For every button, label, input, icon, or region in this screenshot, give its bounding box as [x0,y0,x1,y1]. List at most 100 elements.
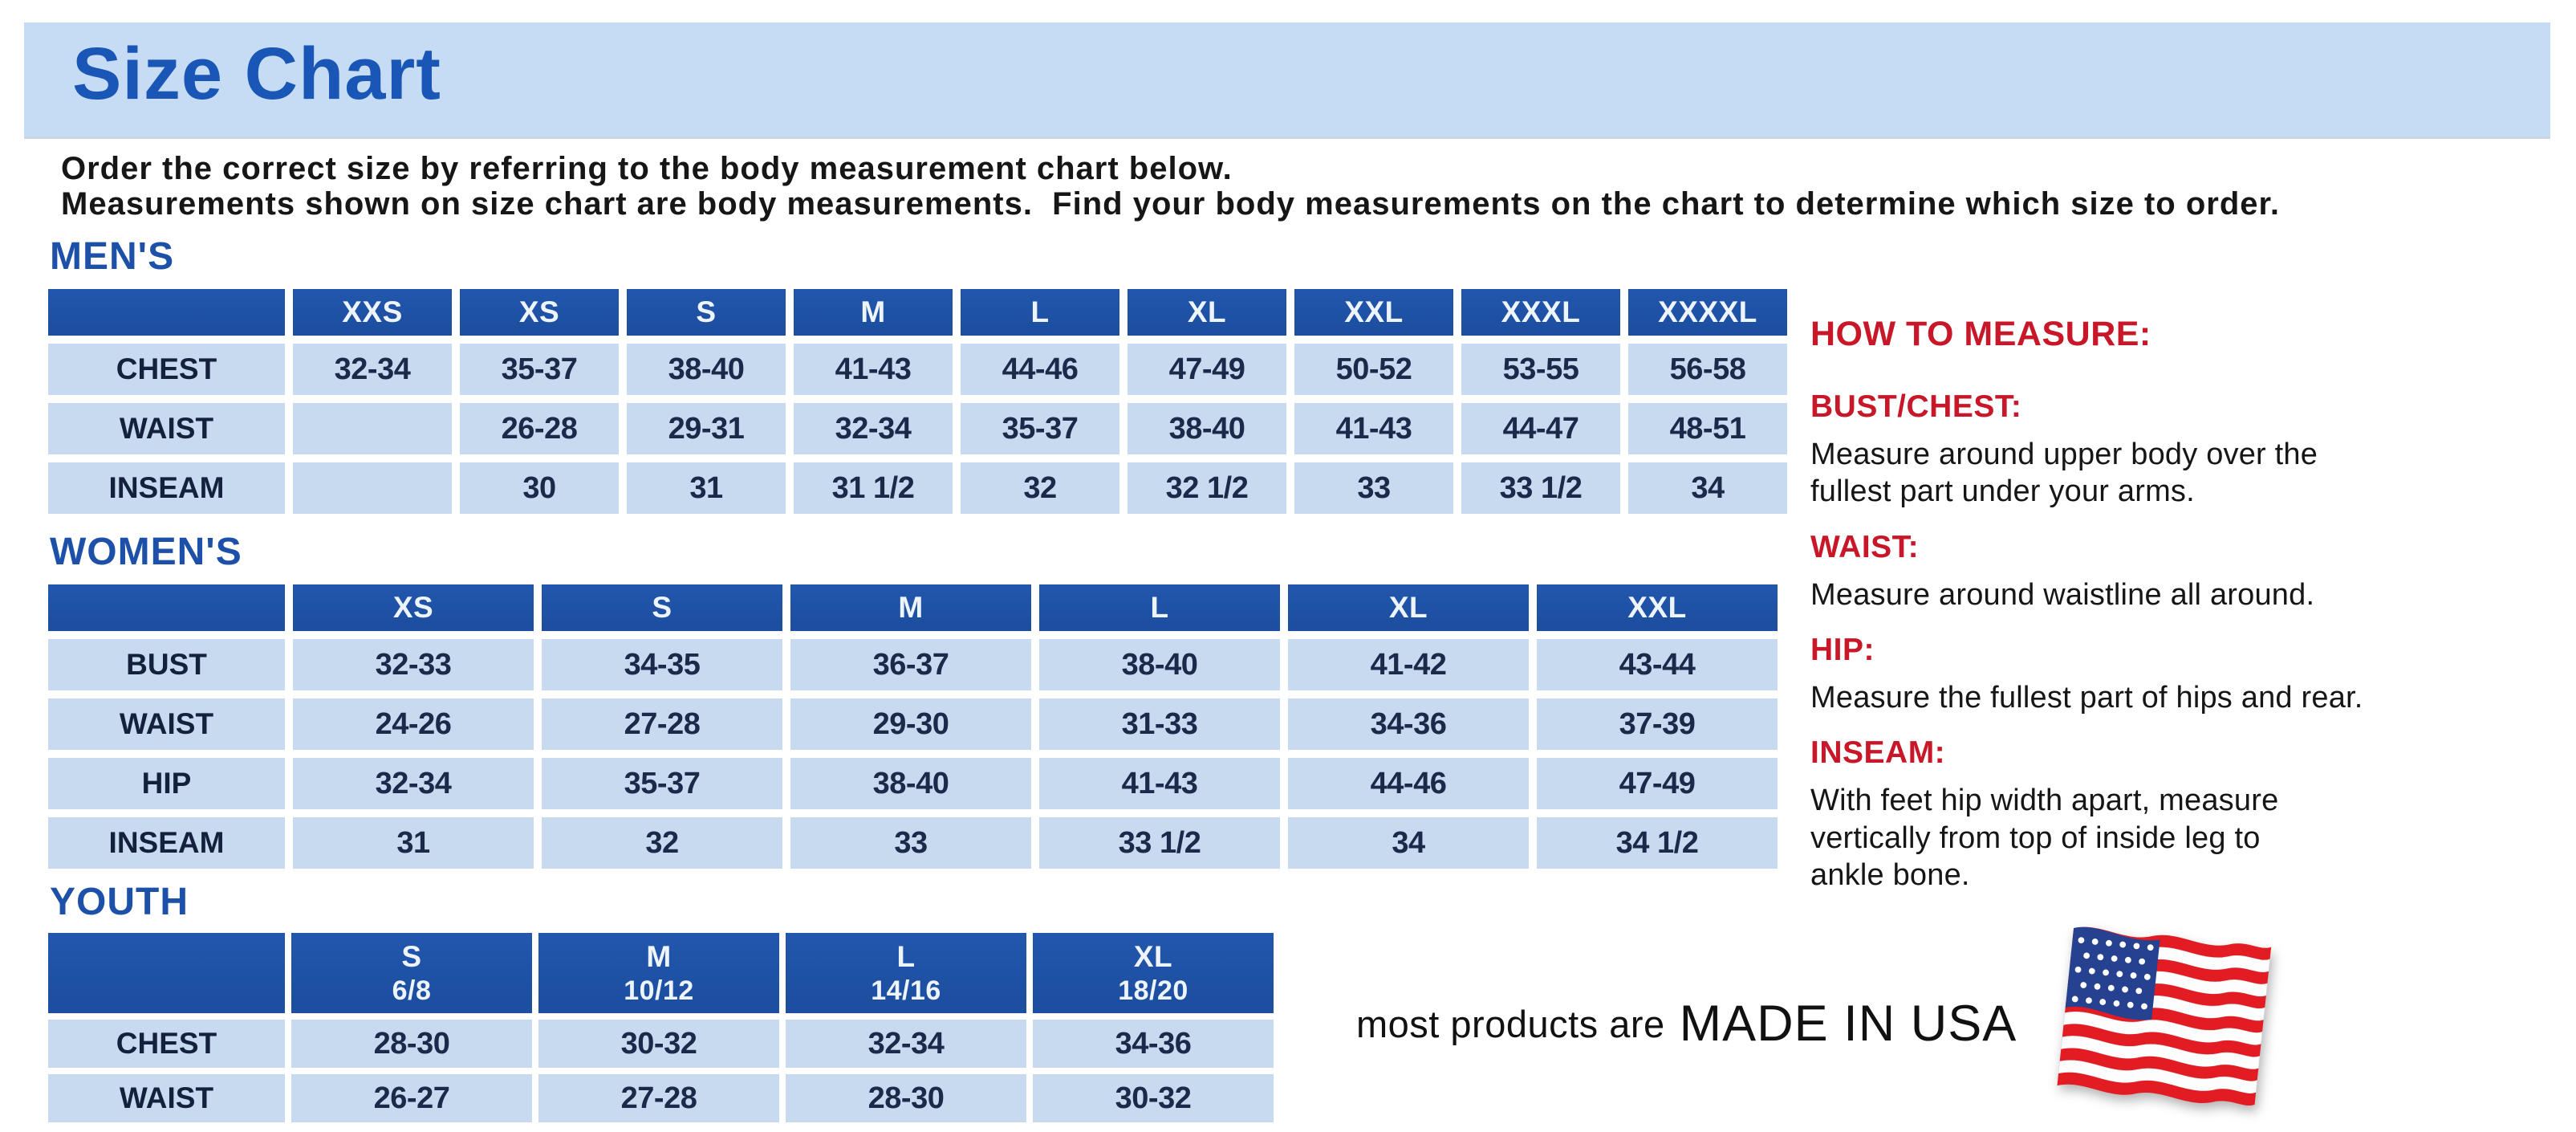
table-row-label: WAIST [48,698,285,750]
table-value-cell: 32-34 [786,1020,1026,1068]
table-value-cell: 41-42 [1288,639,1529,690]
youth-heading: YOUTH [50,881,189,923]
made-in-usa-footer: most products are MADE IN USA [1356,923,2286,1124]
size-sublabel: 10/12 [624,975,694,1006]
table-header-cell: S 6/8 [291,933,532,1013]
page-title: Size Chart [72,33,441,115]
table-header-cell: XL [1288,584,1529,631]
table-corner-cell [48,289,285,336]
table-header-cell: XXXL [1461,289,1620,336]
table-value-cell: 24-26 [293,698,534,750]
intro-line-1: Order the correct size by referring to t… [61,151,1233,186]
size-sublabel: 14/16 [871,975,941,1006]
table-value-cell: 56-58 [1628,344,1787,395]
table-header-cell: L 14/16 [786,933,1026,1013]
footer-prefix-text: most products are [1356,1002,1665,1045]
size-tables: MEN'S XXS XS S M L XL XXL XXXL XXXXL CHEST 32-34 35… [48,238,1787,1122]
table-value-cell: 50-52 [1294,344,1453,395]
mens-section: MEN'S XXS XS S M L XL XXL XXXL XXXXL CHEST 32-34 35… [48,238,1787,514]
table-header-cell: M [794,289,953,336]
table-header-cell: M [790,584,1031,631]
table-row-label: WAIST [48,1074,285,1122]
table-value-cell: 32 [542,817,782,869]
table-value-cell: 31 [627,462,786,514]
table-value-cell: 26-27 [291,1074,532,1122]
how-to-measure-panel: HOW TO MEASURE: BUST/CHEST: Measure aroun… [1810,315,2573,894]
table-value-cell: 38-40 [1039,639,1280,690]
table-value-cell [293,462,452,514]
page-banner: Size Chart [24,22,2550,136]
table-value-cell: 33 1/2 [1461,462,1620,514]
table-header-cell: XL 18/20 [1033,933,1274,1013]
size-label: XL [1133,940,1173,974]
table-value-cell: 32-34 [794,403,953,454]
measure-term: WAIST: [1810,529,1920,564]
table-value-cell: 32-34 [293,758,534,809]
table-value-cell: 34-36 [1033,1020,1274,1068]
table-value-cell: 47-49 [1128,344,1286,395]
table-value-cell [293,403,452,454]
table-value-cell: 27-28 [538,1074,779,1122]
table-value-cell: 30-32 [538,1020,779,1068]
table-header-cell: XL [1128,289,1286,336]
table-row-label: WAIST [48,403,285,454]
table-value-cell: 34 1/2 [1537,817,1778,869]
table-header-cell: XXL [1537,584,1778,631]
table-value-cell: 41-43 [1294,403,1453,454]
table-header-cell: M 10/12 [538,933,779,1013]
table-value-cell: 44-46 [961,344,1119,395]
usa-flag-icon [2057,925,2272,1110]
table-value-cell: 32-33 [293,639,534,690]
size-sublabel: 18/20 [1118,975,1188,1006]
table-header-cell: L [961,289,1119,336]
table-value-cell: 36-37 [790,639,1031,690]
table-value-cell: 32-34 [293,344,452,395]
table-value-cell: 47-49 [1537,758,1778,809]
table-value-cell: 35-37 [460,344,619,395]
measure-description: Measure around waistline all around. [1810,577,2315,612]
womens-heading: WOMEN'S [50,531,242,573]
measure-term: BUST/CHEST: [1810,389,2022,424]
table-row-label: CHEST [48,344,285,395]
womens-section: WOMEN'S XS S M L XL XXL BUST 32-33 34-35 36-37 38-… [48,533,1787,869]
table-value-cell: 28-30 [291,1020,532,1068]
measure-instructions: BUST/CHEST: Measure around upper body ove… [1810,389,2573,894]
table-header-cell: XS [460,289,619,336]
table-value-cell: 34-36 [1288,698,1529,750]
table-value-cell: 33 1/2 [1039,817,1280,869]
table-value-cell: 33 [790,817,1031,869]
size-label: L [896,940,916,974]
table-value-cell: 30 [460,462,619,514]
table-value-cell: 41-43 [1039,758,1280,809]
table-value-cell: 38-40 [627,344,786,395]
table-header-cell: S [542,584,782,631]
table-value-cell: 27-28 [542,698,782,750]
table-value-cell: 35-37 [961,403,1119,454]
table-header-cell: XXS [293,289,452,336]
made-in-usa-text: MADE IN USA [1679,996,2017,1052]
table-value-cell: 34 [1288,817,1529,869]
table-value-cell: 29-31 [627,403,786,454]
table-header-cell: S [627,289,786,336]
table-corner-cell [48,584,285,631]
table-value-cell: 44-46 [1288,758,1529,809]
table-value-cell: 37-39 [1537,698,1778,750]
measure-description: Measure the fullest part of hips and rea… [1810,681,2363,715]
table-row-label: HIP [48,758,285,809]
intro-line-2: Measurements shown on size chart are bod… [61,186,2280,222]
table-value-cell: 31 1/2 [794,462,953,514]
table-value-cell: 29-30 [790,698,1031,750]
table-value-cell: 31-33 [1039,698,1280,750]
table-value-cell: 32 1/2 [1128,462,1286,514]
table-value-cell: 34 [1628,462,1787,514]
table-value-cell: 48-51 [1628,403,1787,454]
youth-size-table: S 6/8 M 10/12 L 14/16 XL 18/20 CHEST 28-30 30-32 32… [48,933,1787,1122]
measure-term: INSEAM: [1810,735,1946,771]
table-value-cell: 33 [1294,462,1453,514]
table-row-label: INSEAM [48,462,285,514]
table-value-cell: 38-40 [1128,403,1286,454]
measure-term: HIP: [1810,633,1875,668]
table-value-cell: 53-55 [1461,344,1620,395]
table-row-label: INSEAM [48,817,285,869]
intro-text: Order the correct size by referring to t… [61,151,2280,222]
